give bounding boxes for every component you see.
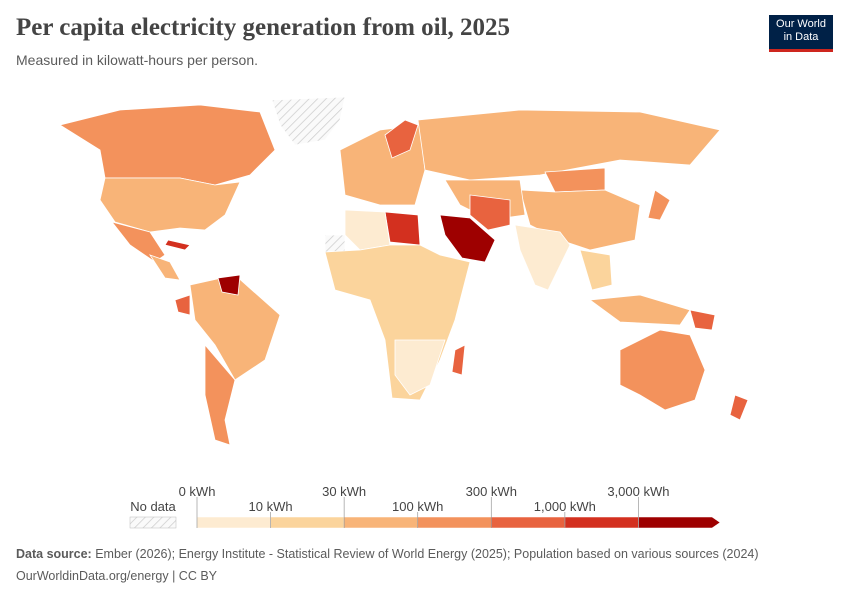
logo[interactable]: Our World in Data <box>769 15 833 52</box>
se-asia[interactable] <box>579 249 613 291</box>
subtitle: Measured in kilowatt-hours per person. <box>16 52 259 68</box>
legend-tick-label: 30 kWh <box>322 484 366 499</box>
india[interactable] <box>514 224 571 291</box>
source-label: Data source: <box>16 547 92 561</box>
canada[interactable] <box>58 104 276 186</box>
argentina[interactable] <box>204 343 236 446</box>
usa[interactable] <box>99 177 241 233</box>
png[interactable] <box>689 309 716 331</box>
australia[interactable] <box>619 329 706 411</box>
scandinavia[interactable] <box>384 119 419 159</box>
saudi-arabia[interactable] <box>439 214 496 263</box>
legend-tick-label: 100 kWh <box>392 499 443 514</box>
legend-swatch <box>270 516 345 529</box>
legend-swatch <box>343 516 418 529</box>
indonesia[interactable] <box>588 294 691 326</box>
legend-swatch <box>564 516 639 529</box>
brazil[interactable] <box>189 274 281 381</box>
mongolia[interactable] <box>544 167 606 193</box>
no-data-swatch <box>129 516 177 529</box>
legend-swatch <box>638 516 721 529</box>
cuba[interactable] <box>164 239 191 251</box>
russia[interactable] <box>417 109 721 181</box>
japan[interactable] <box>647 189 671 221</box>
libya[interactable] <box>384 211 421 246</box>
title: Per capita electricity generation from o… <box>16 14 511 41</box>
logo-line: Our World <box>776 18 826 30</box>
legend-tick-label: 1,000 kWh <box>534 499 596 514</box>
suriname[interactable] <box>217 274 241 296</box>
legend-tick-label: 0 kWh <box>179 484 216 499</box>
source-line: Data source: Ember (2026); Energy Instit… <box>16 547 759 561</box>
madagascar[interactable] <box>451 344 466 376</box>
legend-swatch <box>491 516 566 529</box>
ecuador[interactable] <box>174 294 191 316</box>
southern-africa[interactable] <box>394 339 446 396</box>
legend-tick-label: 10 kWh <box>249 499 293 514</box>
central-america[interactable] <box>149 254 181 281</box>
legend-tick-label: 3,000 kWh <box>607 484 669 499</box>
source: Ember (2026); Energy Institute - Statist… <box>95 547 759 561</box>
legend-tick-label: 300 kWh <box>466 484 517 499</box>
legend-swatch <box>417 516 492 529</box>
no-data-label: No data <box>130 499 176 514</box>
algeria[interactable] <box>344 209 391 251</box>
countries <box>58 96 749 446</box>
new-zealand[interactable] <box>729 394 749 421</box>
legend-swatch <box>196 516 271 529</box>
url[interactable]: OurWorldinData.org/energy | CC BY <box>16 569 218 583</box>
greenland[interactable] <box>271 96 346 146</box>
logo-line: in Data <box>783 31 819 43</box>
iran[interactable] <box>469 194 511 231</box>
